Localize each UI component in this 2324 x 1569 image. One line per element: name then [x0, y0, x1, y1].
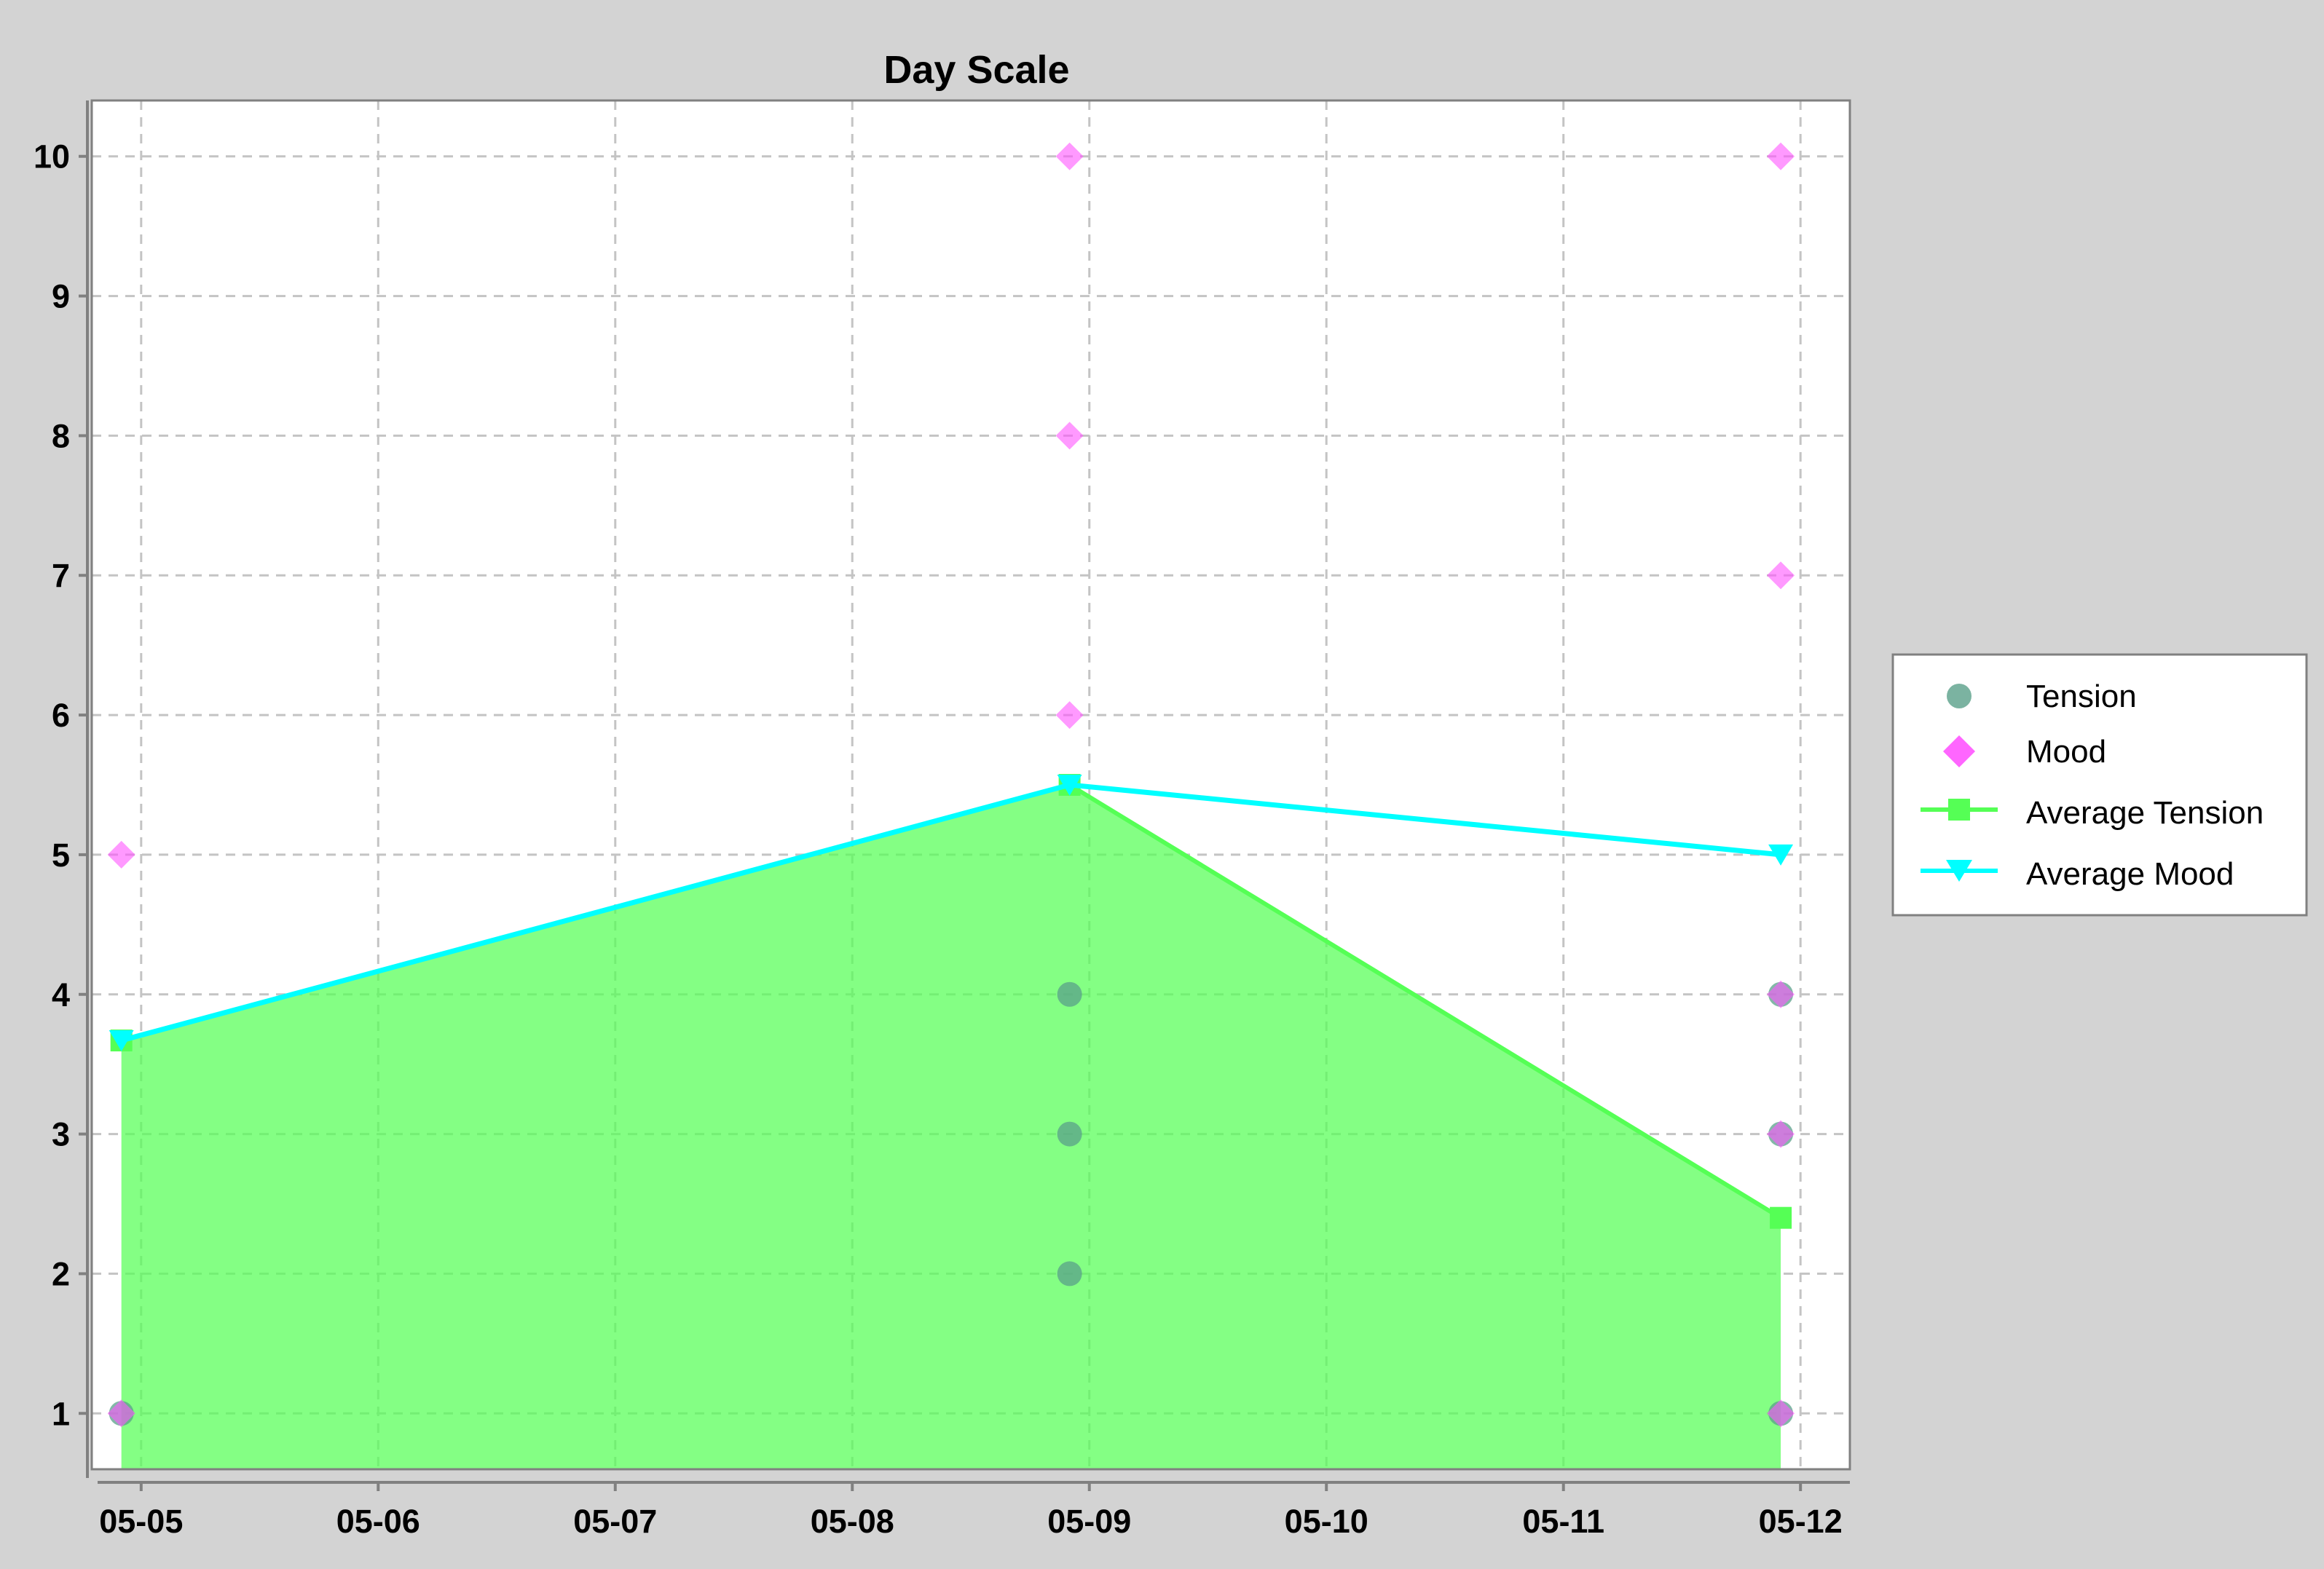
triangle-line-icon — [1946, 860, 1972, 882]
circle-marker-icon — [1947, 684, 1972, 708]
tick-layer: 05-05 05-06 05-07 05-08 05-09 05-10 05-11 05-12… — [34, 138, 1843, 1540]
y-tick-label: 3 — [52, 1116, 70, 1153]
legend-label-tension: Tension — [2026, 679, 2137, 714]
legend-item-mood: Mood — [1943, 734, 2106, 770]
tension-point — [1057, 1121, 1082, 1147]
average-tension-area — [121, 785, 1781, 1469]
mood-point — [1767, 980, 1795, 1008]
legend-label-mood: Mood — [2026, 734, 2106, 770]
diamond-marker-icon — [1943, 735, 1975, 767]
y-tick-label: 10 — [34, 138, 70, 175]
y-tick-label: 6 — [52, 697, 70, 734]
x-tick-label: 05-12 — [1759, 1503, 1843, 1540]
mood-point — [107, 1399, 135, 1428]
y-tick-label: 4 — [52, 976, 70, 1013]
legend-label-average-mood: Average Mood — [2026, 856, 2234, 892]
tension-point — [1057, 1261, 1082, 1287]
y-tick-label: 1 — [52, 1395, 70, 1432]
average-mood-point — [1768, 844, 1794, 866]
chart-title: Day Scale — [883, 48, 1069, 92]
legend-label-average-tension: Average Tension — [2026, 795, 2264, 831]
mood-point — [1767, 1120, 1795, 1148]
x-tick-label: 05-07 — [573, 1503, 657, 1540]
average-tension-point — [1770, 1206, 1792, 1229]
point-layer — [107, 142, 1795, 1428]
y-tick-label: 5 — [52, 837, 70, 874]
mood-point — [1055, 701, 1084, 730]
tension-point — [1057, 981, 1082, 1007]
mood-point — [1767, 1399, 1795, 1428]
x-tick-label: 05-10 — [1285, 1503, 1368, 1540]
square-line-icon — [1948, 799, 1970, 821]
mood-point — [1055, 142, 1084, 170]
y-tick-label: 2 — [52, 1255, 70, 1292]
mood-point — [1767, 561, 1795, 590]
x-tick-label: 05-09 — [1047, 1503, 1131, 1540]
legend-item-average-mood: Average Mood — [1921, 856, 2234, 892]
legend: Tension Mood Average Tension Average Moo… — [1891, 653, 2308, 917]
legend-item-average-tension: Average Tension — [1921, 795, 2264, 831]
y-tick-label: 7 — [52, 557, 70, 594]
legend-item-tension: Tension — [1947, 679, 2137, 714]
average-mood-point — [109, 1030, 134, 1052]
plot-frame — [90, 99, 1851, 1471]
average-mood-point — [1057, 775, 1082, 796]
y-tick-label: 9 — [52, 278, 70, 315]
x-tick-label: 05-06 — [336, 1503, 420, 1540]
area-layer — [121, 785, 1781, 1469]
mood-point — [1767, 142, 1795, 170]
mood-point — [107, 840, 135, 869]
y-tick-label: 8 — [52, 417, 70, 454]
mood-point — [1055, 422, 1084, 450]
x-tick-label: 05-11 — [1522, 1503, 1604, 1540]
x-tick-label: 05-05 — [99, 1503, 183, 1540]
x-tick-label: 05-08 — [811, 1503, 894, 1540]
